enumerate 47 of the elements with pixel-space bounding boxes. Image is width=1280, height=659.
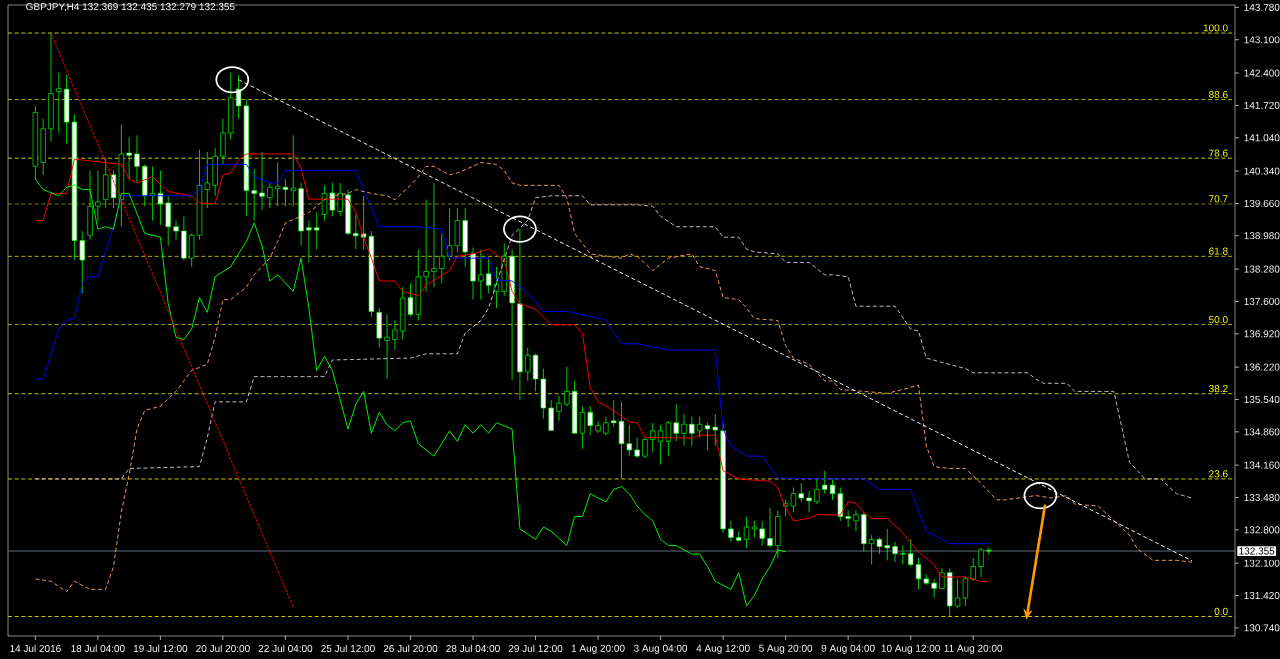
y-tick-label: 140.340 <box>1244 167 1280 175</box>
y-tick-label: 143.780 <box>1244 3 1280 11</box>
y-tick-label: 142.400 <box>1244 69 1280 77</box>
y-tick-label: 132.800 <box>1244 526 1280 534</box>
y-tick-label: 141.720 <box>1244 101 1280 109</box>
x-tick-label: 19 Jul 12:00 <box>133 644 188 653</box>
y-tick-label: 141.040 <box>1244 134 1280 142</box>
y-tick-label: 134.160 <box>1244 461 1280 469</box>
annotation: 61.8 <box>1209 247 1228 255</box>
annotation: 0.0 <box>1214 607 1228 615</box>
annotation: 88.6 <box>1209 91 1228 99</box>
x-tick-label: 18 Jul 04:00 <box>71 644 125 653</box>
y-tick-label: 138.280 <box>1244 265 1280 273</box>
x-tick-label: 5 Aug 20:00 <box>759 644 813 654</box>
x-tick-label: 1 Aug 20:00 <box>571 644 625 654</box>
annotation: 100.0 <box>1203 24 1228 32</box>
annotation: 23.6 <box>1209 470 1228 478</box>
x-tick-label: 14 Jul 2016 <box>10 644 61 653</box>
x-tick-label: 26 Jul 20:00 <box>383 644 438 653</box>
y-tick-label: 139.660 <box>1244 199 1280 207</box>
x-tick-label: 9 Aug 04:00 <box>821 644 875 654</box>
annotation: 70.7 <box>1209 195 1228 203</box>
annotation: 38.2 <box>1208 385 1228 393</box>
x-tick-label: 22 Jul 04:00 <box>258 644 313 653</box>
x-tick-label: 20 Jul 20:00 <box>196 644 250 653</box>
y-tick-label: 136.220 <box>1244 363 1280 371</box>
ref-line-label: 132.355 <box>1239 547 1275 555</box>
y-tick-label: 133.480 <box>1244 493 1280 502</box>
y-tick-label: 136.920 <box>1244 330 1280 338</box>
chart-title: GBPJPY,H4 132.369 132.435 132.279 132.355 <box>26 3 235 12</box>
y-tick-label: 131.420 <box>1244 592 1280 600</box>
x-tick-label: 10 Aug 12:00 <box>881 644 941 654</box>
x-tick-label: 25 Jul 12:00 <box>321 644 375 653</box>
annotation: 50.0 <box>1209 316 1228 324</box>
y-tick-label: 143.100 <box>1244 36 1280 44</box>
x-tick-label: 3 Aug 04:00 <box>634 644 688 654</box>
y-tick-label: 134.860 <box>1244 428 1280 436</box>
y-tick-label: 132.100 <box>1244 559 1280 567</box>
x-tick-label: 29 Jul 12:00 <box>508 644 563 653</box>
y-tick-label: 138.980 <box>1244 232 1280 240</box>
x-tick-label: 28 Jul 04:00 <box>446 644 500 653</box>
x-tick-label: 4 Aug 12:00 <box>696 644 750 654</box>
annotation: 78.6 <box>1209 149 1228 157</box>
x-tick-label: 11 Aug 20:00 <box>944 644 1003 654</box>
y-tick-label: 130.740 <box>1244 624 1280 632</box>
y-tick-label: 137.600 <box>1244 297 1280 305</box>
y-tick-label: 135.540 <box>1244 395 1280 404</box>
